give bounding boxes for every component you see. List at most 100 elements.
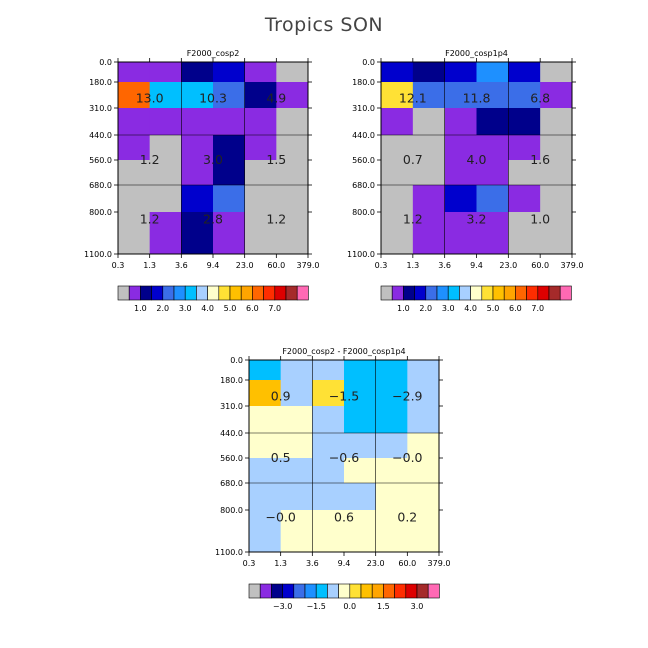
heatmap-cell [444, 135, 477, 161]
heatmap-cell [508, 212, 541, 255]
colorbar-swatch [394, 583, 407, 599]
colorbar-label: 2.0 [419, 304, 432, 313]
y-tick-label: 560.0 [89, 156, 112, 165]
y-tick-label: 180.0 [352, 78, 375, 87]
heatmap-cell [249, 433, 282, 459]
heatmap-cell [540, 185, 573, 213]
x-tick-label: 3.6 [306, 559, 319, 568]
y-tick-label: 180.0 [220, 376, 243, 385]
heatmap-cell [476, 108, 509, 136]
heatmap-cell [118, 212, 151, 255]
block-value-label: 1.2 [403, 212, 423, 227]
figure-title: Tropics SON [264, 14, 384, 36]
heatmap-cell [508, 108, 541, 136]
heatmap-cell [149, 185, 182, 213]
x-tick-label: 0.3 [375, 261, 388, 270]
heatmap-cell [312, 433, 345, 459]
block-value-label: 3.2 [467, 212, 487, 227]
heatmap-cell [280, 406, 313, 434]
block-value-label: 10.3 [199, 91, 227, 106]
colorbar-swatch [481, 285, 494, 301]
heatmap-cell [118, 108, 151, 136]
y-tick-label: 0.0 [362, 58, 375, 67]
panel-title: F2000_cosp2 - F2000_cosp1p4 [282, 347, 405, 356]
block-value-label: 0.2 [397, 510, 417, 525]
heatmap-cell [375, 406, 408, 434]
x-tick-label: 60.0 [267, 261, 285, 270]
colorbar-swatch [416, 583, 429, 599]
x-tick-label: 379.0 [428, 559, 451, 568]
colorbar-swatch [537, 285, 550, 301]
x-tick-label: 9.4 [470, 261, 483, 270]
x-tick-label: 60.0 [531, 261, 549, 270]
heatmap-cell [244, 185, 277, 213]
heatmap-cell [540, 108, 573, 136]
heatmap-cell [407, 406, 440, 434]
y-tick-label: 800.0 [89, 208, 112, 217]
heatmap-cell [149, 82, 182, 109]
heatmap-cell [213, 212, 246, 255]
heatmap-cell [149, 135, 182, 161]
colorbar-swatch [259, 583, 272, 599]
x-tick-label: 1.3 [143, 261, 156, 270]
heatmap-cell [344, 360, 377, 381]
x-tick-label: 1.3 [406, 261, 419, 270]
heatmap-cell [508, 62, 541, 83]
block-value-label: 1.2 [140, 212, 160, 227]
colorbar-label: 0.0 [343, 602, 356, 611]
heatmap-cell [540, 82, 573, 109]
y-tick-label: 440.0 [352, 131, 375, 140]
x-tick-label: 0.3 [112, 261, 125, 270]
colorbar-label: 5.0 [487, 304, 500, 313]
colorbar-swatch [218, 285, 231, 301]
colorbar-swatch [162, 285, 175, 301]
x-tick-label: 3.6 [175, 261, 188, 270]
colorbar-swatch [459, 285, 471, 301]
x-tick-label: 1.3 [274, 559, 287, 568]
colorbar-swatch [349, 583, 362, 599]
colorbar-swatch [515, 285, 527, 301]
x-tick-label: 23.0 [367, 559, 385, 568]
heatmap-cell [508, 185, 541, 213]
heatmap-cell [118, 135, 151, 161]
heatmap-cell [412, 212, 446, 255]
colorbar-swatch [207, 285, 220, 301]
heatmap-cell [476, 160, 509, 186]
colorbar-swatch [503, 285, 516, 301]
colorbar-label: 2.0 [156, 304, 169, 313]
colorbar-swatch [263, 285, 276, 301]
heatmap-cell [412, 160, 446, 186]
colorbar-label: 4.0 [464, 304, 477, 313]
colorbar-swatch [338, 583, 351, 599]
heatmap-cell [244, 160, 277, 186]
colorbar-swatch [274, 285, 287, 301]
heatmap-cell [213, 82, 246, 109]
colorbar-label: −3.0 [273, 602, 292, 611]
x-tick-label: 379.0 [297, 261, 320, 270]
colorbar-swatch [391, 285, 404, 301]
heatmap-cell [375, 380, 408, 407]
colorbar-swatch [151, 285, 164, 301]
heatmap-cell [508, 82, 541, 109]
colorbar-swatch [360, 583, 373, 599]
heatmap-cell [444, 160, 477, 186]
y-tick-label: 800.0 [220, 506, 243, 515]
heatmap-cell [213, 108, 246, 136]
colorbar-swatch [327, 583, 339, 599]
heatmap-cell [276, 135, 309, 161]
heatmap-cell [181, 108, 214, 136]
heatmap-cell [375, 458, 408, 484]
heatmap-cell [381, 62, 414, 83]
heatmap-cell [476, 185, 509, 213]
y-tick-label: 560.0 [352, 156, 375, 165]
colorbar-swatch [229, 285, 242, 301]
colorbar-label: −1.5 [306, 602, 325, 611]
heatmap-cell [540, 135, 573, 161]
block-value-label: 4.0 [467, 152, 487, 167]
heatmap-cell [508, 160, 541, 186]
heatmap-cell [381, 185, 414, 213]
colorbar-swatch [425, 285, 438, 301]
colorbar-label: 3.0 [442, 304, 455, 313]
colorbar-label: 3.0 [411, 602, 424, 611]
